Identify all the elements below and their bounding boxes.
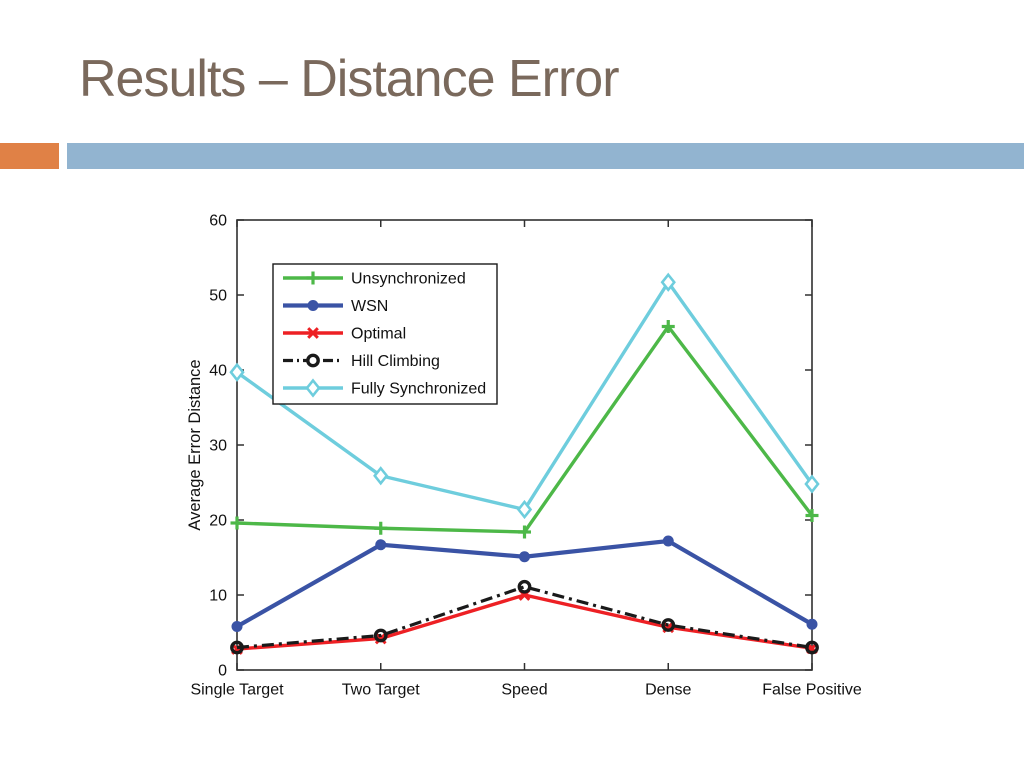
x-category-label: Two Target — [342, 682, 421, 699]
marker-circle-filled — [806, 618, 818, 630]
marker-circle-open — [661, 618, 676, 632]
marker-plus — [306, 271, 320, 285]
marker-diamond-open — [516, 499, 533, 520]
legend-label: Unsynchronized — [351, 271, 466, 288]
y-tick-label: 0 — [218, 663, 227, 680]
marker-plus — [374, 521, 388, 535]
page-title: Results – Distance Error — [79, 50, 620, 108]
y-axis-label: Average Error Distance — [186, 359, 204, 530]
marker-plus — [518, 525, 531, 539]
legend-item-optimal: Optimal — [283, 326, 406, 343]
y-tick-label: 30 — [209, 438, 227, 455]
marker-x — [307, 327, 319, 339]
x-category-label: Speed — [501, 682, 547, 699]
legend-label: Fully Synchronized — [351, 381, 486, 398]
x-category-label: Dense — [645, 682, 691, 699]
marker-circle-filled — [662, 535, 674, 547]
marker-circle-open — [306, 353, 320, 368]
marker-circle-open — [230, 640, 244, 655]
accent-bar-orange — [0, 143, 59, 169]
legend-item-hill-climbing: Hill Climbing — [283, 353, 440, 370]
series-hill-climbing — [230, 579, 819, 655]
marker-circle-filled — [519, 551, 530, 563]
marker-circle-filled — [307, 300, 319, 311]
series-wsn — [231, 535, 818, 632]
y-tick-label: 20 — [209, 513, 227, 530]
marker-circle-filled — [375, 539, 387, 551]
x-category-label: False Positive — [762, 682, 862, 699]
series-unsynchronized — [230, 320, 819, 539]
x-category-label: Single Target — [190, 682, 284, 699]
marker-diamond-open — [229, 362, 245, 382]
marker-diamond-open — [660, 272, 676, 292]
series-optimal — [231, 589, 818, 655]
marker-diamond-open — [373, 466, 389, 486]
marker-plus — [661, 320, 675, 333]
y-tick-label: 50 — [209, 288, 227, 305]
marker-diamond-open — [305, 378, 321, 398]
legend-label: Hill Climbing — [351, 353, 440, 370]
legend-label: WSN — [351, 298, 388, 315]
series-line-hill-climbing — [236, 585, 813, 650]
marker-circle-filled — [231, 621, 243, 632]
marker-circle-open — [805, 640, 819, 655]
marker-circle-open — [517, 579, 532, 594]
y-tick-label: 60 — [209, 213, 227, 230]
marker-plus — [230, 516, 244, 530]
legend: Unsynchronized WSN Optimal Hill Climbing Ful… — [272, 263, 498, 405]
series-fully-synchronized — [229, 272, 820, 520]
marker-plus — [805, 509, 819, 522]
y-tick-label: 40 — [209, 363, 227, 380]
y-tick-label: 10 — [209, 588, 227, 605]
legend-item-unsynchronized: Unsynchronized — [283, 271, 466, 288]
marker-circle-open — [373, 628, 388, 643]
marker-diamond-open — [804, 474, 820, 494]
legend-item-wsn: WSN — [283, 298, 388, 315]
legend-item-fully-synchronized: Fully Synchronized — [283, 378, 486, 398]
accent-bar-blue — [67, 143, 1024, 169]
legend-label: Optimal — [351, 326, 406, 343]
marker-x — [374, 632, 387, 645]
